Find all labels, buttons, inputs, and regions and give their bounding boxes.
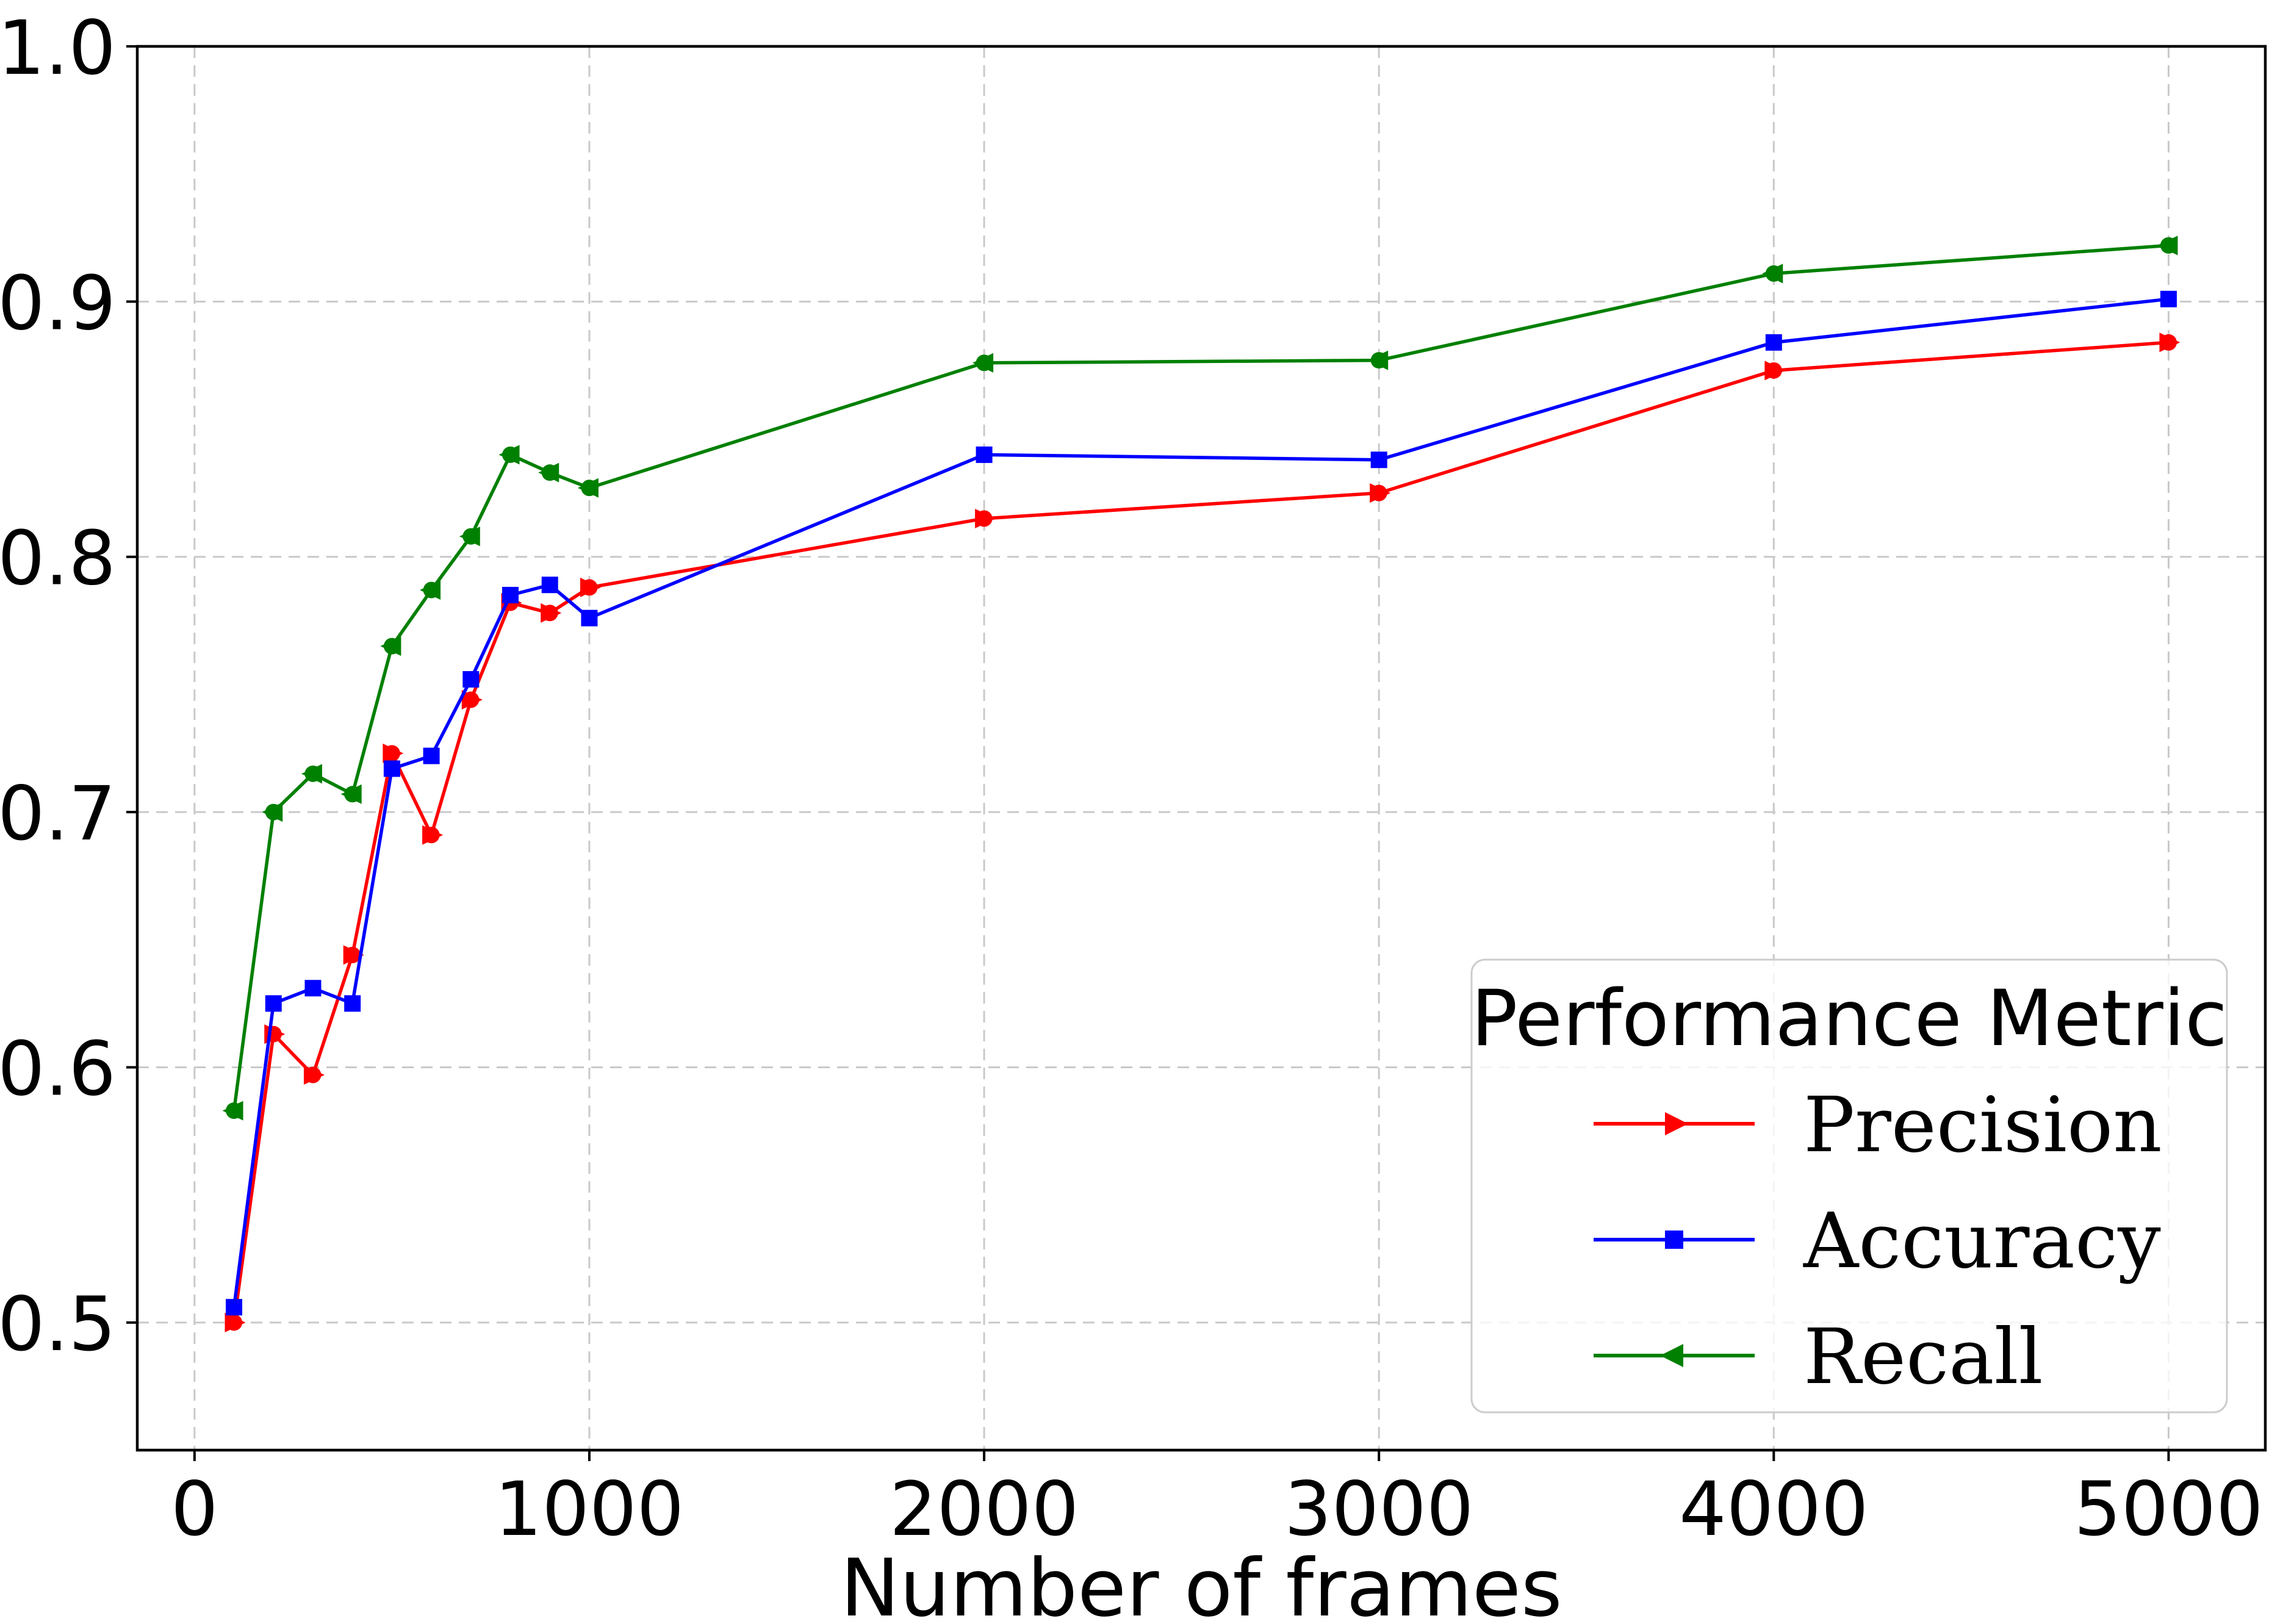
precision-line xyxy=(232,340,2171,1324)
legend-entry-accuracy: Accuracy xyxy=(1594,1197,2161,1285)
series-marker xyxy=(1765,334,1782,351)
y-tick-label: 0.6 xyxy=(0,1026,116,1112)
series-marker xyxy=(1665,1231,1683,1249)
x-tick-label: 3000 xyxy=(1284,1466,1473,1553)
series-marker xyxy=(2160,290,2177,307)
series-marker xyxy=(541,577,558,594)
legend-label: Recall xyxy=(1803,1313,2043,1401)
series-marker xyxy=(383,760,400,777)
legend-box xyxy=(1470,958,2228,1414)
x-tick-label: 5000 xyxy=(2074,1466,2263,1553)
y-tick-label: 0.7 xyxy=(0,771,116,857)
recall-series xyxy=(222,235,2178,1121)
series-marker xyxy=(265,803,282,821)
legend-entry-precision: Precision xyxy=(1594,1081,2162,1169)
y-tick-label: 0.9 xyxy=(0,260,116,347)
series-marker xyxy=(344,946,361,963)
y-tick-label: 0.5 xyxy=(0,1281,116,1368)
series-marker xyxy=(226,1102,243,1119)
axes-frame xyxy=(135,45,2267,1452)
series-marker xyxy=(581,609,598,627)
series-marker xyxy=(304,1066,322,1083)
series-marker xyxy=(344,786,361,803)
series-marker xyxy=(2160,237,2177,254)
legend-entry-recall: Recall xyxy=(1594,1313,2043,1401)
legend-title: Performance Metric xyxy=(1471,973,2227,1063)
series-marker xyxy=(502,446,519,463)
series-marker xyxy=(1665,1112,1688,1135)
x-axis-label: Number of frames xyxy=(840,1542,1562,1624)
series-marker xyxy=(1660,1344,1683,1367)
series-marker xyxy=(976,510,993,527)
series-marker xyxy=(226,1299,243,1316)
series-marker xyxy=(541,464,558,481)
series-marker xyxy=(1370,484,1387,501)
legend: Performance Metric Precision Accuracy Recal… xyxy=(1470,958,2228,1414)
series-marker xyxy=(581,480,598,497)
series-marker xyxy=(462,528,480,545)
series-marker xyxy=(1765,362,1782,379)
x-tick-label: 4000 xyxy=(1679,1466,1868,1553)
series-marker xyxy=(344,995,361,1012)
series-marker xyxy=(226,1314,243,1331)
series-marker xyxy=(2160,334,2177,351)
series-marker xyxy=(581,579,598,596)
series-marker xyxy=(462,691,480,708)
x-tick-label: 2000 xyxy=(890,1466,1079,1553)
series-marker xyxy=(1370,451,1387,469)
series-marker xyxy=(383,745,400,762)
series-marker xyxy=(502,586,519,603)
series-marker xyxy=(423,747,440,764)
series-marker xyxy=(423,827,440,844)
precision-series xyxy=(225,332,2181,1332)
y-tick-label: 1.0 xyxy=(0,5,116,92)
y-tick-label: 0.8 xyxy=(0,516,116,602)
x-tick-label: 0 xyxy=(171,1466,218,1553)
series-marker xyxy=(976,354,993,372)
x-tick-label: 1000 xyxy=(495,1466,684,1553)
legend-label: Accuracy xyxy=(1803,1197,2161,1285)
series-marker xyxy=(304,980,322,997)
series-marker xyxy=(423,581,440,598)
legend-label: Precision xyxy=(1803,1081,2162,1169)
series-marker xyxy=(462,671,480,688)
accuracy-series xyxy=(226,290,2177,1316)
series-marker xyxy=(1370,352,1387,369)
series-marker xyxy=(383,638,400,655)
series-marker xyxy=(304,765,322,782)
series-marker xyxy=(976,446,993,463)
series-marker xyxy=(541,605,558,622)
series-marker xyxy=(265,995,282,1012)
series-marker xyxy=(1765,265,1782,282)
